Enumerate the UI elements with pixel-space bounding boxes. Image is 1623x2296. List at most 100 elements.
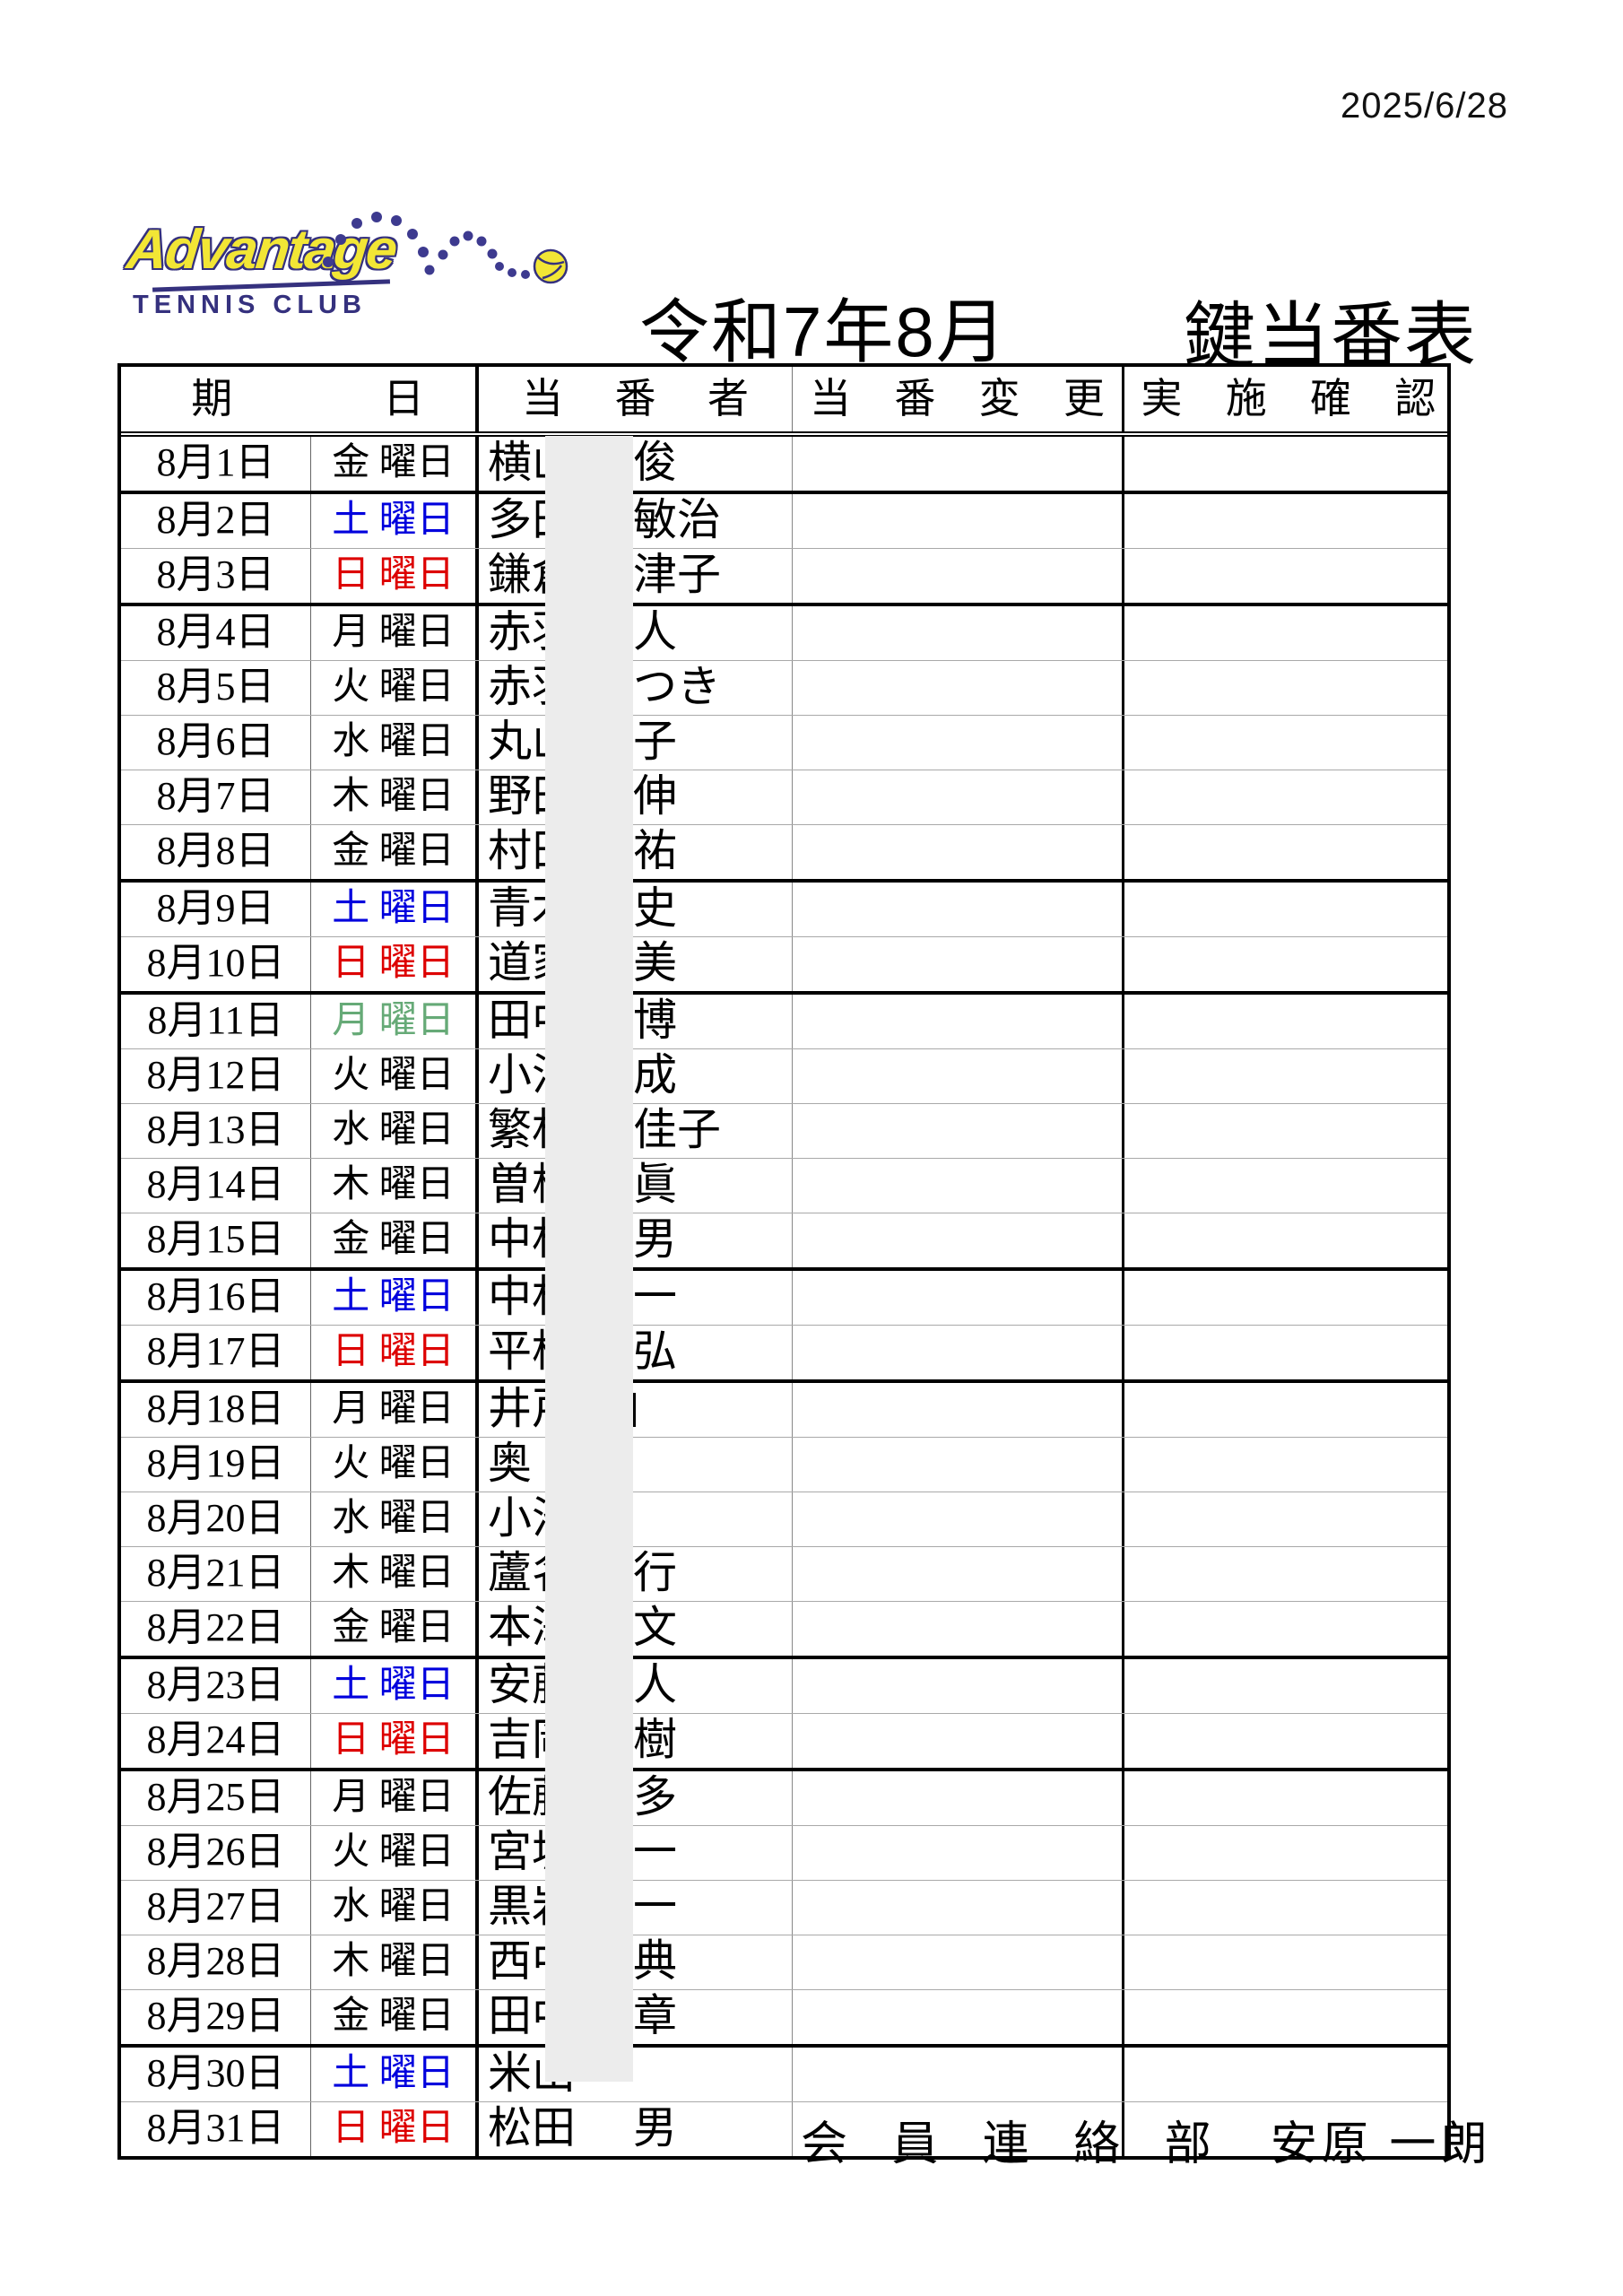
date-cell: 8月3日 (121, 549, 311, 603)
confirmation-cell (1124, 1826, 1447, 1880)
bouncing-tennis-ball-icon (323, 212, 568, 284)
footer-department: 会 員 連 絡 部 (801, 2119, 1228, 2170)
duty-table-body: 8月1日金 曜日 横山俊 8月2日土 曜日 多田 敏治 8月3日日 曜日 鎌倉 津子 8月4日月… (121, 437, 1447, 2156)
duty-person-name-right: 子 (633, 717, 678, 766)
duty-person-cell: 吉岡樹 (479, 1714, 793, 1768)
duty-table: 期 日 当 番 者 当 番 変 更 実 施 確 認 8月1日金 曜日 横山俊 8月2… (117, 363, 1451, 2160)
confirmation-cell (1124, 661, 1447, 715)
day-of-week-cell: 日 曜日 (311, 1714, 479, 1768)
duty-person-cell: 野田伸 (479, 770, 793, 824)
redaction-strip (545, 436, 633, 2082)
confirmation-cell (1124, 1383, 1447, 1437)
table-row: 8月1日金 曜日 横山俊 (121, 437, 1447, 491)
duty-change-cell (793, 1104, 1124, 1158)
duty-person-name-left: 奥 (488, 1439, 533, 1488)
date-cell: 8月6日 (121, 716, 311, 770)
day-of-week-cell: 土 曜日 (311, 1271, 479, 1325)
table-row: 8月26日火 曜日 宮坂一 (121, 1825, 1447, 1880)
table-row: 8月24日日 曜日 吉岡樹 (121, 1713, 1447, 1768)
duty-person-name-right: 史 (633, 883, 678, 933)
day-of-week-cell: 月 曜日 (311, 1383, 479, 1437)
confirmation-cell (1124, 825, 1447, 879)
duty-change-cell (793, 1826, 1124, 1880)
duty-person-name-right: 伸 (633, 771, 678, 821)
duty-person-name-right: 人 (633, 607, 678, 657)
duty-person-cell: 松田 男 (479, 2102, 793, 2156)
day-of-week-cell: 水 曜日 (311, 1492, 479, 1546)
table-row: 8月11日月 曜日 田中博 (121, 991, 1447, 1048)
duty-person-cell: 田中章 (479, 1990, 793, 2044)
duty-person-cell: 黒岩一 (479, 1881, 793, 1935)
duty-person-name-right: 男 (633, 2103, 678, 2152)
date-cell: 8月13日 (121, 1104, 311, 1158)
table-row: 8月10日日 曜日 道家美 (121, 936, 1447, 991)
day-of-week-cell: 木 曜日 (311, 1547, 479, 1601)
duty-change-cell (793, 937, 1124, 991)
duty-person-cell: 西中典 (479, 1935, 793, 1989)
duty-change-cell (793, 1990, 1124, 2044)
day-of-week-cell: 土 曜日 (311, 883, 479, 936)
confirmation-cell (1124, 1049, 1447, 1103)
date-cell: 8月21日 (121, 1547, 311, 1601)
duty-person-name-right: 典 (633, 1936, 678, 1986)
confirmation-cell (1124, 883, 1447, 936)
duty-person-name-right: 佳子 (633, 1105, 722, 1154)
confirmation-cell (1124, 1271, 1447, 1325)
confirmation-cell (1124, 1714, 1447, 1768)
duty-change-cell (793, 1659, 1124, 1713)
day-of-week-cell: 水 曜日 (311, 1881, 479, 1935)
duty-change-cell (793, 1771, 1124, 1825)
duty-change-cell (793, 494, 1124, 548)
confirmation-cell (1124, 1213, 1447, 1267)
confirmation-cell (1124, 1771, 1447, 1825)
table-row: 8月7日木 曜日 野田伸 (121, 770, 1447, 824)
duty-person-name-right: 俊 (633, 438, 678, 487)
title-era-month: 令和7年8月 (639, 292, 1008, 371)
duty-person-name-right: つき (633, 662, 722, 711)
date-cell: 8月24日 (121, 1714, 311, 1768)
day-of-week-cell: 木 曜日 (311, 1935, 479, 1989)
day-of-week-cell: 火 曜日 (311, 1438, 479, 1492)
duty-person-name-right: 祐 (633, 826, 678, 875)
duty-person-cell: 繁村 佳子 (479, 1104, 793, 1158)
header-confirmation: 実 施 確 認 (1141, 376, 1447, 422)
day-of-week-cell: 日 曜日 (311, 937, 479, 991)
duty-change-cell (793, 1602, 1124, 1656)
date-cell: 8月18日 (121, 1383, 311, 1437)
duty-person-cell: 奥 (479, 1438, 793, 1492)
header-duty-person: 当 番 者 (479, 367, 793, 431)
day-of-week-cell: 日 曜日 (311, 549, 479, 603)
confirmation-cell (1124, 1659, 1447, 1713)
confirmation-cell (1124, 995, 1447, 1048)
confirmation-cell (1124, 937, 1447, 991)
day-of-week-cell: 金 曜日 (311, 1990, 479, 2044)
logo-subtitle-text: TENNIS CLUB (133, 291, 367, 319)
date-cell: 8月1日 (121, 437, 311, 491)
duty-change-cell (793, 1213, 1124, 1267)
date-cell: 8月30日 (121, 2048, 311, 2101)
day-of-week-cell: 金 曜日 (311, 1602, 479, 1656)
duty-person-name-right: 敏治 (633, 495, 722, 544)
confirmation-cell (1124, 1104, 1447, 1158)
club-logo: Advantage TENNIS CLUB (124, 212, 592, 332)
duty-person-cell: 小池 (479, 1492, 793, 1546)
duty-person-name-right: 樹 (633, 1715, 678, 1764)
table-row: 8月14日木 曜日 曽根眞 (121, 1158, 1447, 1213)
date-cell: 8月28日 (121, 1935, 311, 1989)
confirmation-cell (1124, 1881, 1447, 1935)
table-row: 8月9日土 曜日 青木史 (121, 879, 1447, 936)
date-cell: 8月31日 (121, 2102, 311, 2156)
date-cell: 8月16日 (121, 1271, 311, 1325)
confirmation-cell (1124, 1326, 1447, 1379)
confirmation-cell (1124, 1602, 1447, 1656)
day-of-week-cell: 木 曜日 (311, 1159, 479, 1213)
duty-change-cell (793, 549, 1124, 603)
header-duty-change: 当 番 変 更 (793, 367, 1124, 431)
table-row: 8月4日月 曜日 赤羽人 (121, 603, 1447, 660)
confirmation-cell (1124, 1492, 1447, 1546)
day-of-week-cell: 火 曜日 (311, 1049, 479, 1103)
day-of-week-cell: 金 曜日 (311, 825, 479, 879)
duty-person-name-right: 成 (633, 1050, 678, 1100)
duty-person-cell: 赤羽人 (479, 606, 793, 660)
date-cell: 8月17日 (121, 1326, 311, 1379)
